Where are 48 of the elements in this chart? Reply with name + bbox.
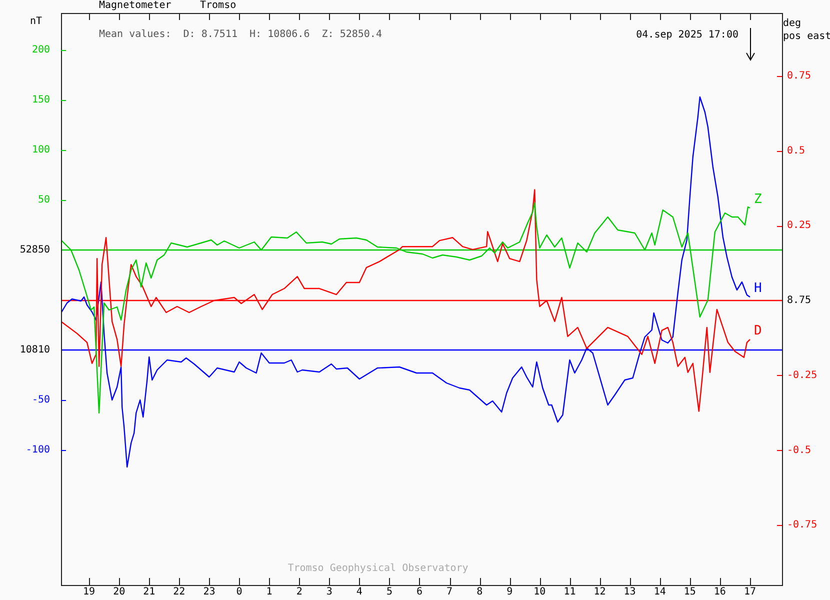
annotation: 04.sep 2025 17:00	[636, 30, 738, 41]
x-tick-label: 6	[416, 586, 423, 598]
y-tick-label: 150	[32, 94, 50, 106]
x-tick-label: 7	[446, 586, 453, 598]
x-tick-label: 14	[654, 586, 666, 598]
text: 52850	[20, 244, 50, 256]
y-tick-label: 200	[32, 44, 50, 56]
y2-tick-label: -100	[26, 444, 50, 456]
series-label: D	[754, 323, 762, 338]
y3-axis-title: deg pos east	[783, 18, 830, 43]
series-label: H	[754, 280, 762, 296]
y3-tick-label: 0.75	[787, 70, 812, 82]
x-tick-label: 23	[203, 586, 216, 598]
y-tick-label: 100	[32, 144, 50, 156]
x-tick-label: 20	[113, 586, 126, 598]
x-tick-label: 13	[624, 586, 636, 598]
y3-tick-label: 0.25	[787, 220, 812, 232]
x-tick-label: 4	[356, 586, 362, 598]
x-tick-label: 8	[476, 586, 483, 598]
x-tick-label: 19	[83, 586, 96, 598]
y3-tick-label: 0.5	[787, 145, 806, 156]
series-label: Z	[754, 192, 762, 207]
x-tick-label: 21	[143, 586, 156, 598]
annotation: Tromso Geophysical Observatory	[286, 563, 470, 575]
x-tick-label: 2	[296, 586, 302, 598]
x-tick-label: 1	[266, 586, 272, 598]
y3-tick-label: -0.5	[787, 444, 812, 456]
x-tick-label: 12	[594, 586, 606, 598]
x-tick-label: 15	[684, 586, 696, 598]
x-tick-label: 5	[386, 586, 392, 598]
text: 10810	[20, 344, 50, 356]
x-tick-label: 3	[326, 586, 332, 598]
y3-tick-label: -0.25	[787, 370, 818, 381]
x-tick-label: 16	[714, 586, 726, 598]
x-tick-label: 0	[236, 586, 242, 598]
text: 8.75	[787, 295, 812, 306]
x-tick-label: 9	[506, 586, 513, 598]
x-tick-label: 10	[534, 586, 546, 598]
x-tick-label: 17	[744, 586, 756, 598]
chart-subtitle: Tromso	[200, 0, 236, 12]
annotation: Mean values: D: 8.7511 H: 10806.6 Z: 52850.4	[99, 29, 382, 41]
x-tick-label: 22	[173, 586, 186, 598]
y2-tick-label: -50	[32, 394, 50, 406]
text: nT	[30, 16, 42, 28]
x-tick-label: 11	[564, 586, 576, 598]
chart-title: Magnetometer	[99, 0, 172, 12]
y-tick-label: 50	[38, 194, 50, 206]
y3-tick-label: -0.75	[787, 520, 818, 531]
